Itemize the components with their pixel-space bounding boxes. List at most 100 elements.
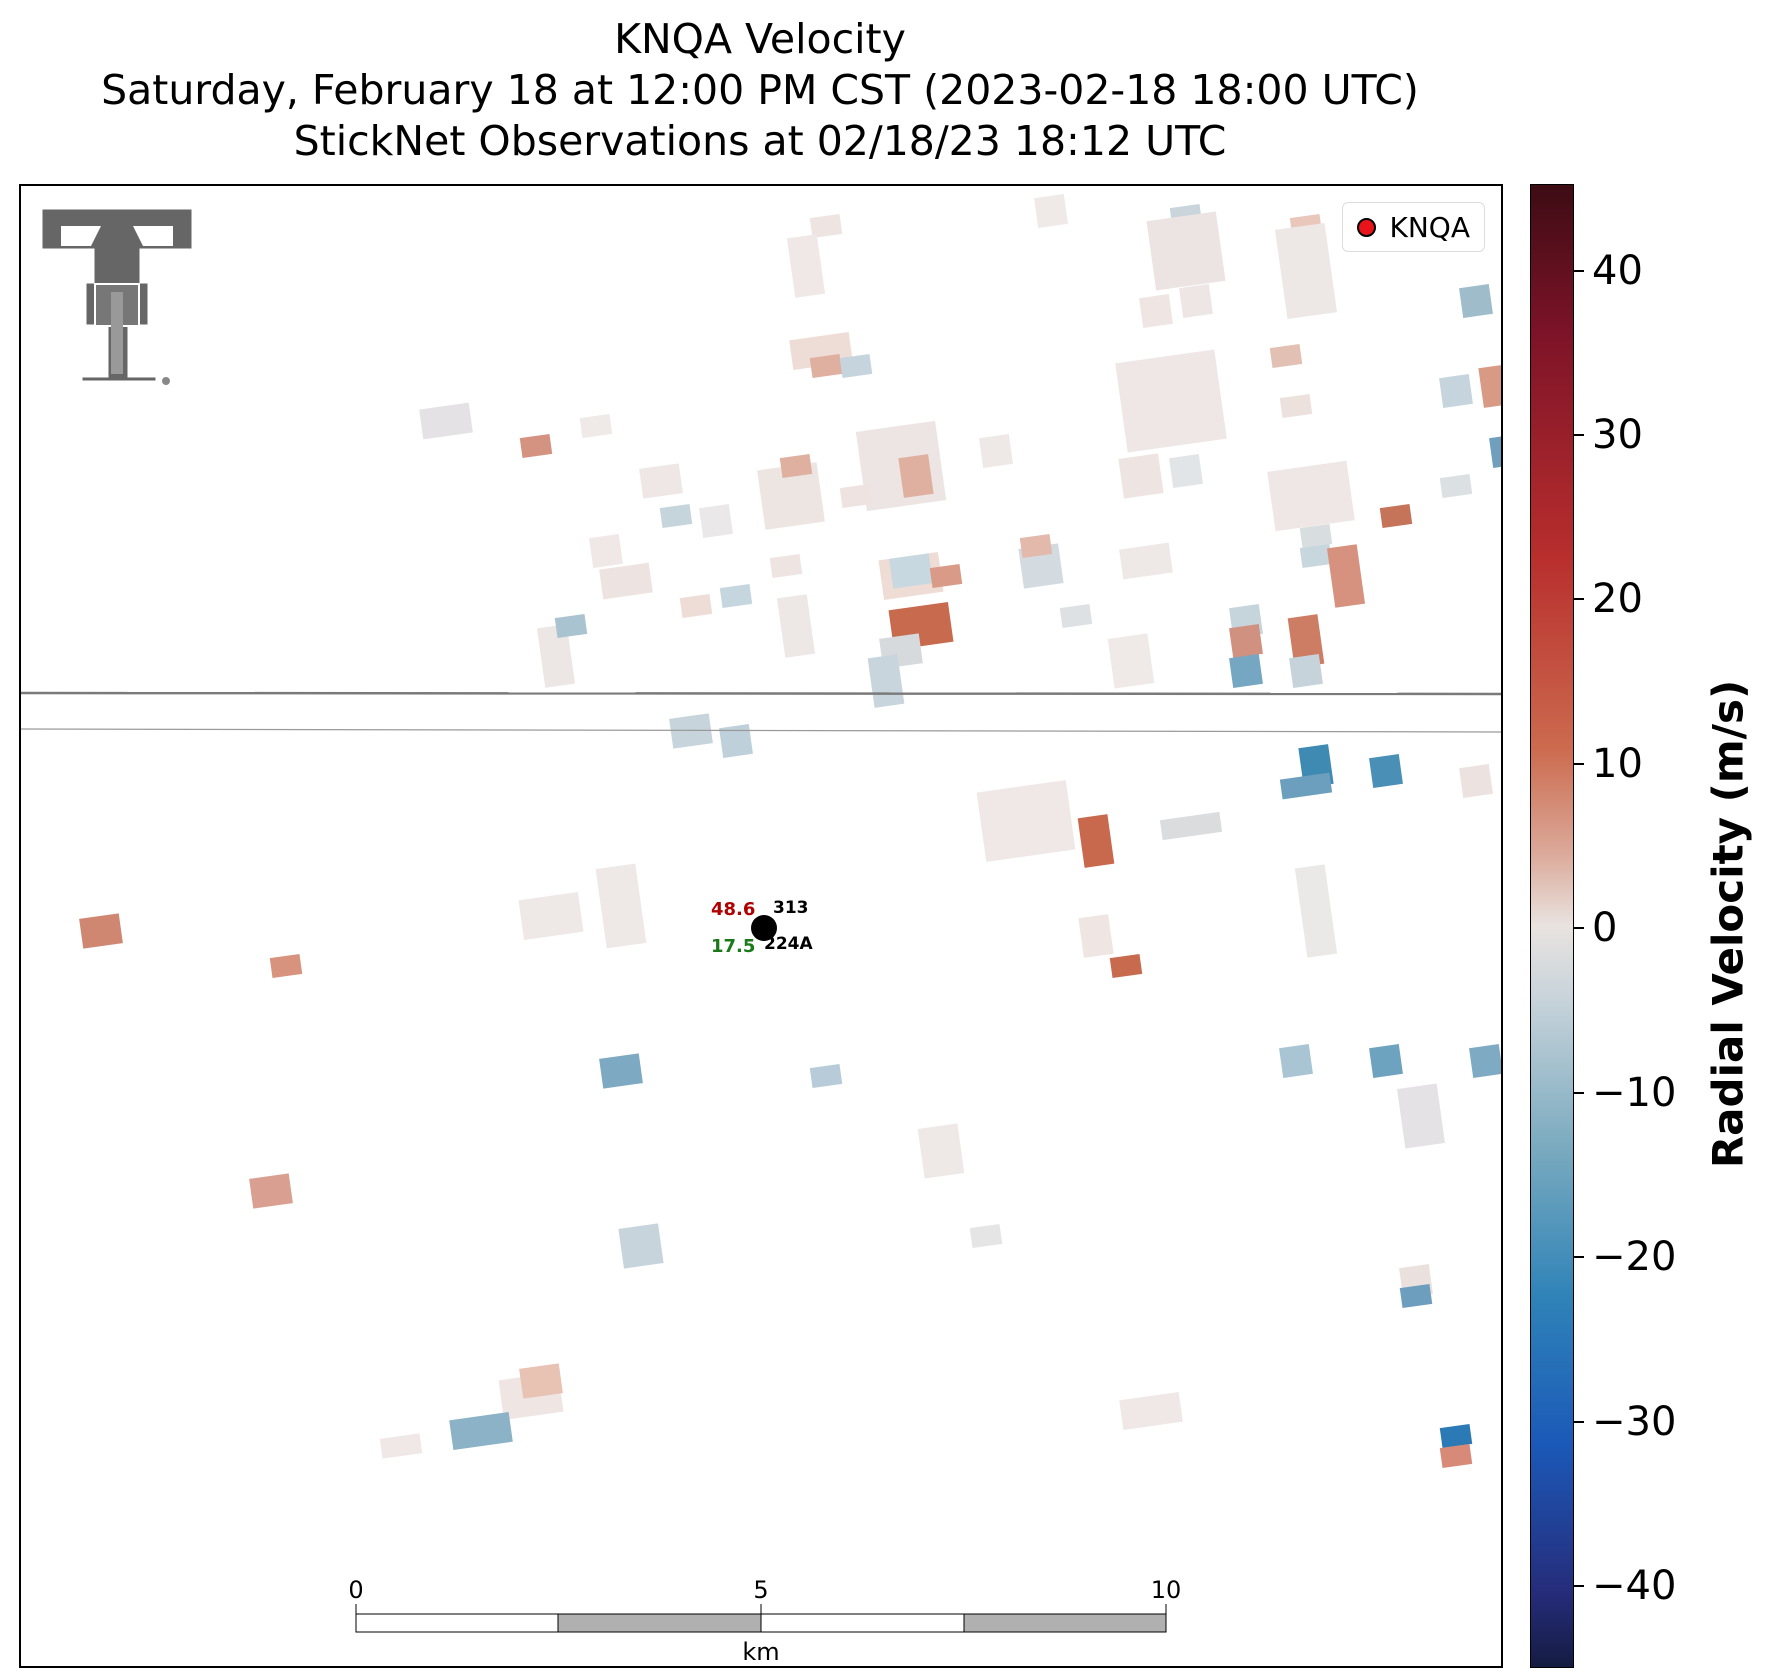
velocity-colorbar	[1530, 184, 1574, 1668]
velocity-pixel	[1169, 454, 1203, 488]
velocity-pixel	[1159, 811, 1223, 841]
colorbar-tick-mark	[1574, 1092, 1584, 1094]
velocity-pixel	[776, 594, 816, 658]
velocity-pixel	[449, 1411, 513, 1451]
velocity-pixel	[839, 484, 873, 508]
velocity-pixel	[536, 624, 576, 688]
velocity-pixel	[618, 1223, 664, 1269]
colorbar-label-neg40: −40	[1592, 1563, 1677, 1609]
velocity-pixel	[518, 892, 584, 940]
colorbar-label-20: 20	[1592, 576, 1643, 622]
velocity-pixel	[1379, 504, 1413, 528]
velocity-pixel	[719, 724, 753, 758]
velocity-pixel	[1229, 654, 1263, 688]
velocity-pixel	[1439, 1424, 1473, 1448]
velocity-pixel	[809, 1064, 843, 1088]
velocity-pixel	[1179, 284, 1213, 318]
boundary-line-lower	[21, 728, 1501, 733]
velocity-pixel	[1326, 544, 1366, 608]
velocity-pixel	[769, 554, 803, 578]
velocity-pixel	[1077, 814, 1115, 868]
velocity-pixel	[659, 504, 693, 528]
station-value-green: 17.5	[711, 936, 755, 957]
colorbar-tick-mark	[1574, 763, 1584, 765]
velocity-pixel	[1139, 294, 1173, 328]
station-marker[interactable]: 48.6 313 17.5 224A	[711, 898, 813, 957]
colorbar-label-neg20: −20	[1592, 1234, 1677, 1280]
velocity-pixel	[519, 434, 553, 458]
velocity-pixel	[699, 504, 733, 538]
velocity-pixel	[839, 354, 873, 378]
velocity-pixel	[1439, 1444, 1473, 1468]
velocity-pixel	[1034, 194, 1068, 228]
title-line-1: KNQA Velocity	[614, 15, 906, 63]
velocity-pixel	[1019, 534, 1053, 558]
velocity-pixel	[809, 354, 843, 378]
colorbar-tick-mark	[1574, 1421, 1584, 1423]
velocity-pixel	[1489, 434, 1501, 468]
velocity-pixel	[969, 1224, 1003, 1248]
velocity-pixel	[1369, 1044, 1403, 1078]
velocity-pixel	[786, 234, 826, 298]
colorbar-label-neg10: −10	[1592, 1070, 1677, 1116]
velocity-pixel	[1279, 394, 1313, 418]
velocity-pixel	[1279, 772, 1333, 800]
velocity-pixel	[1107, 633, 1155, 689]
velocity-pixel	[1369, 754, 1403, 788]
title-line-2: Saturday, February 18 at 12:00 PM CST (2…	[101, 66, 1419, 114]
radar-map[interactable]: 48.6 313 17.5 224A 0 5 10 km	[21, 186, 1503, 1668]
scale-tick-5: 5	[753, 1576, 768, 1604]
velocity-pixels	[79, 194, 1501, 1468]
velocity-pixel	[1146, 211, 1226, 291]
colorbar-tick-mark	[1574, 1256, 1584, 1258]
colorbar-label-0: 0	[1592, 905, 1618, 951]
scale-unit: km	[742, 1638, 779, 1666]
velocity-pixel	[1118, 453, 1164, 499]
velocity-pixel	[1279, 1044, 1313, 1078]
velocity-pixel	[757, 462, 825, 530]
velocity-pixel	[589, 534, 623, 568]
velocity-pixel	[1269, 344, 1303, 368]
velocity-pixel	[639, 463, 683, 499]
velocity-pixel	[979, 434, 1013, 468]
legend-label: KNQA	[1389, 210, 1471, 244]
velocity-pixel	[554, 614, 588, 638]
title-line-3: StickNet Observations at 02/18/23 18:12 …	[293, 117, 1227, 165]
velocity-pixel	[889, 553, 933, 589]
velocity-pixel	[249, 1173, 293, 1209]
velocity-pixel	[1439, 474, 1473, 498]
velocity-pixel	[976, 780, 1076, 862]
velocity-pixel	[1229, 624, 1263, 658]
velocity-pixel	[1115, 349, 1227, 453]
scale-tick-10: 10	[1151, 1576, 1182, 1604]
scale-tick-0: 0	[348, 1576, 363, 1604]
velocity-pixel	[1459, 764, 1493, 798]
velocity-pixel	[1119, 1391, 1183, 1431]
velocity-pixel	[1478, 364, 1501, 408]
colorbar-title: Radial Velocity (m/s)	[1703, 679, 1753, 1169]
velocity-pixel	[419, 402, 473, 440]
velocity-pixel	[1059, 604, 1093, 628]
colorbar-tick-mark	[1574, 1585, 1584, 1587]
velocity-pixel	[1294, 864, 1338, 958]
velocity-pixel	[1397, 1083, 1445, 1149]
velocity-pixel	[917, 1123, 965, 1179]
station-id-bottom: 224A	[764, 934, 813, 954]
velocity-pixel	[599, 562, 653, 600]
velocity-pixel	[1299, 544, 1333, 568]
velocity-pixel	[898, 454, 934, 498]
velocity-pixel	[1078, 914, 1114, 958]
colorbar-tick-mark	[1574, 927, 1584, 929]
radar-site-marker-icon	[1356, 217, 1376, 237]
station-value-red: 48.6	[711, 899, 755, 920]
velocity-pixel	[679, 594, 713, 618]
velocity-pixel	[1274, 222, 1338, 320]
texas-tech-double-t-logo	[39, 206, 195, 385]
velocity-pixel	[719, 584, 753, 608]
velocity-pixel	[1439, 374, 1473, 408]
colorbar-tick-mark	[1574, 598, 1584, 600]
velocity-pixel	[1289, 654, 1323, 688]
boundary-line-upper	[21, 691, 1501, 696]
velocity-pixel	[1399, 1284, 1433, 1308]
radar-map-panel[interactable]: 48.6 313 17.5 224A 0 5 10 km KNQA	[19, 184, 1503, 1668]
